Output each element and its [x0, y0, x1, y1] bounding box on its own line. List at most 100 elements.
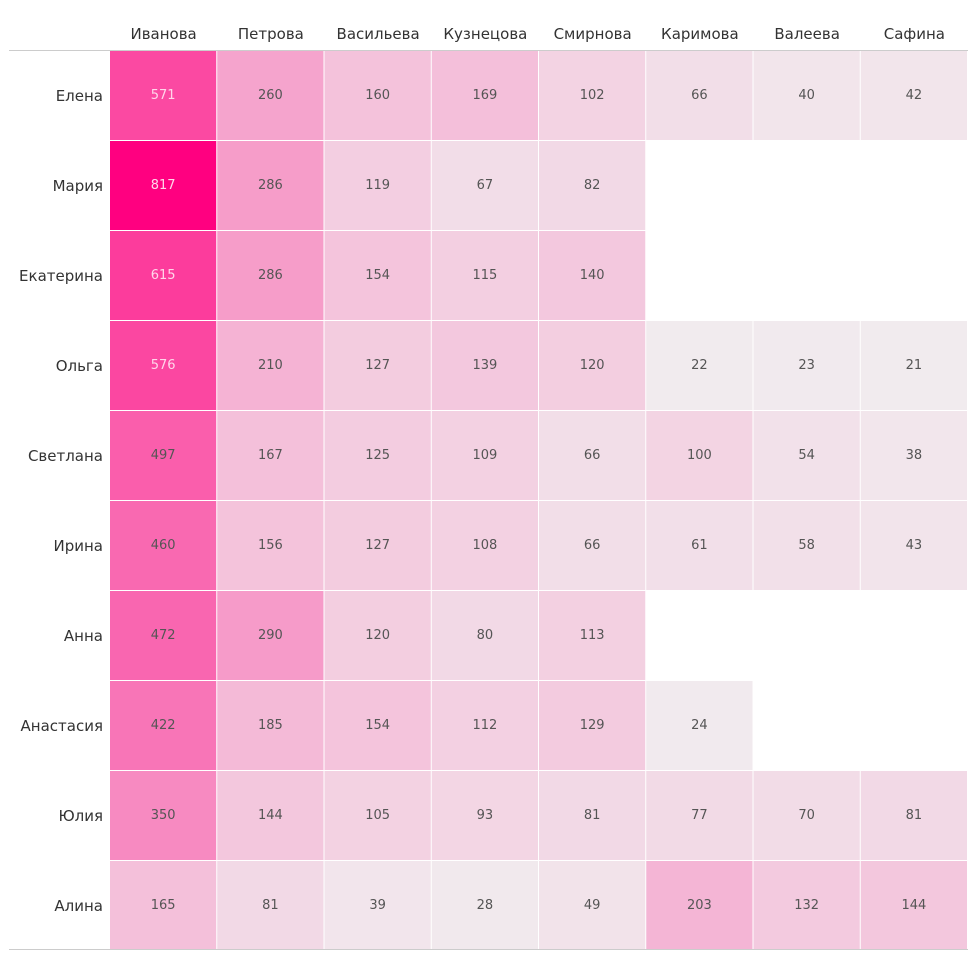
- row-label: Екатерина: [19, 267, 103, 285]
- cell-value: 165: [151, 898, 176, 913]
- heatmap-cell: [860, 501, 967, 590]
- column-label: Кузнецова: [443, 25, 527, 43]
- column-label: Иванова: [130, 25, 196, 43]
- heatmap-cell: [217, 771, 324, 860]
- cell-value: 24: [691, 718, 708, 733]
- heatmap-cell: [217, 591, 324, 680]
- heatmap-cell: [860, 321, 967, 410]
- heatmap-cell: [110, 321, 217, 410]
- heatmap-cell: [646, 411, 753, 500]
- heatmap-cell: [646, 681, 753, 770]
- cell-value: 22: [691, 358, 708, 373]
- heatmap-cell: [324, 411, 431, 500]
- cell-value: 154: [365, 268, 390, 283]
- heatmap-cell: [646, 861, 753, 950]
- heatmap-cell: [860, 771, 967, 860]
- cell-value: 185: [258, 718, 283, 733]
- row-label: Ирина: [54, 537, 104, 555]
- cell-value: 102: [580, 88, 605, 103]
- cell-value: 260: [258, 88, 283, 103]
- heatmap-cell: [646, 501, 753, 590]
- cell-value: 100: [687, 448, 712, 463]
- heatmap-cell: [217, 501, 324, 590]
- column-label: Валеева: [774, 25, 840, 43]
- column-labels: Иванова Петрова Васильева Кузнецова Смирнова…: [130, 25, 945, 43]
- row-label: Юлия: [58, 807, 103, 825]
- heatmap-cell: [324, 51, 431, 140]
- cell-value: 39: [369, 898, 386, 913]
- heatmap-cell: [324, 231, 431, 320]
- row-label: Алина: [54, 897, 103, 915]
- heatmap-cell: [539, 861, 646, 950]
- heatmap-cell: [539, 771, 646, 860]
- cell-value: 70: [798, 808, 815, 823]
- cell-value: 61: [691, 538, 708, 553]
- cell-value: 144: [901, 898, 926, 913]
- cell-value: 160: [365, 88, 390, 103]
- heatmap-cell: [217, 861, 324, 950]
- cell-value: 109: [472, 448, 497, 463]
- cell-value: 80: [477, 628, 494, 643]
- heatmap-cell: [431, 231, 538, 320]
- heatmap-cell: [110, 861, 217, 950]
- row-label: Елена: [56, 87, 103, 105]
- heatmap-cell: [753, 321, 860, 410]
- heatmap-cell: [753, 51, 860, 140]
- cell-value: 77: [691, 808, 708, 823]
- heatmap-cell: [324, 861, 431, 950]
- heatmap-cell: [860, 411, 967, 500]
- heatmap-cell: [217, 411, 324, 500]
- cell-value: 210: [258, 358, 283, 373]
- cell-value: 350: [151, 808, 176, 823]
- cell-value: 54: [798, 448, 815, 463]
- heatmap-cell: [110, 141, 217, 230]
- heatmap-cell: [539, 591, 646, 680]
- heatmap-cell: [860, 861, 967, 950]
- cell-value: 140: [580, 268, 605, 283]
- row-label: Анастасия: [21, 717, 103, 735]
- heatmap-cell: [646, 321, 753, 410]
- column-label: Петрова: [238, 25, 304, 43]
- heatmap-cell: [431, 681, 538, 770]
- heatmap-cell: [753, 501, 860, 590]
- heatmap-cell: [110, 501, 217, 590]
- heatmap-cell: [110, 681, 217, 770]
- cell-value: 127: [365, 358, 390, 373]
- heatmap-cell: [539, 141, 646, 230]
- heatmap-cell: [753, 861, 860, 950]
- heatmap-cell: [431, 321, 538, 410]
- heatmap-cell: [646, 51, 753, 140]
- cell-value: 66: [584, 448, 601, 463]
- cell-value: 472: [151, 628, 176, 643]
- cell-value: 66: [691, 88, 708, 103]
- heatmap-cell: [539, 501, 646, 590]
- cell-value: 115: [472, 268, 497, 283]
- cell-value: 42: [906, 88, 923, 103]
- heatmap-cell: [324, 591, 431, 680]
- cell-value: 154: [365, 718, 390, 733]
- column-label: Васильева: [337, 25, 420, 43]
- row-label: Мария: [53, 177, 103, 195]
- cell-value: 290: [258, 628, 283, 643]
- cell-value: 120: [580, 358, 605, 373]
- cell-value: 129: [580, 718, 605, 733]
- heatmap-cell: [431, 771, 538, 860]
- cell-value: 112: [472, 718, 497, 733]
- cell-value: 23: [798, 358, 815, 373]
- cell-value: 571: [151, 88, 176, 103]
- heatmap-cell: [217, 141, 324, 230]
- cell-value: 422: [151, 718, 176, 733]
- cell-value: 127: [365, 538, 390, 553]
- cell-value: 38: [906, 448, 923, 463]
- row-label: Анна: [64, 627, 103, 645]
- heatmap-cell: [539, 321, 646, 410]
- heatmap-cell: [431, 51, 538, 140]
- cell-value: 132: [794, 898, 819, 913]
- column-label: Каримова: [661, 25, 739, 43]
- cell-value: 169: [472, 88, 497, 103]
- cell-value: 105: [365, 808, 390, 823]
- heatmap-cell: [217, 321, 324, 410]
- cell-value: 66: [584, 538, 601, 553]
- heatmap-cell: [217, 231, 324, 320]
